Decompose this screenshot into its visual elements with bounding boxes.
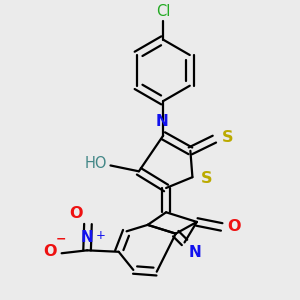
- Text: −: −: [56, 232, 66, 245]
- Text: Cl: Cl: [156, 4, 170, 19]
- Text: +: +: [96, 229, 106, 242]
- Text: S: S: [201, 171, 212, 186]
- Text: O: O: [227, 219, 241, 234]
- Text: O: O: [43, 244, 56, 259]
- Text: HO: HO: [85, 156, 108, 171]
- Text: S: S: [222, 130, 233, 145]
- Text: N: N: [189, 245, 202, 260]
- Text: O: O: [69, 206, 83, 221]
- Text: N: N: [81, 230, 94, 245]
- Text: N: N: [155, 114, 168, 129]
